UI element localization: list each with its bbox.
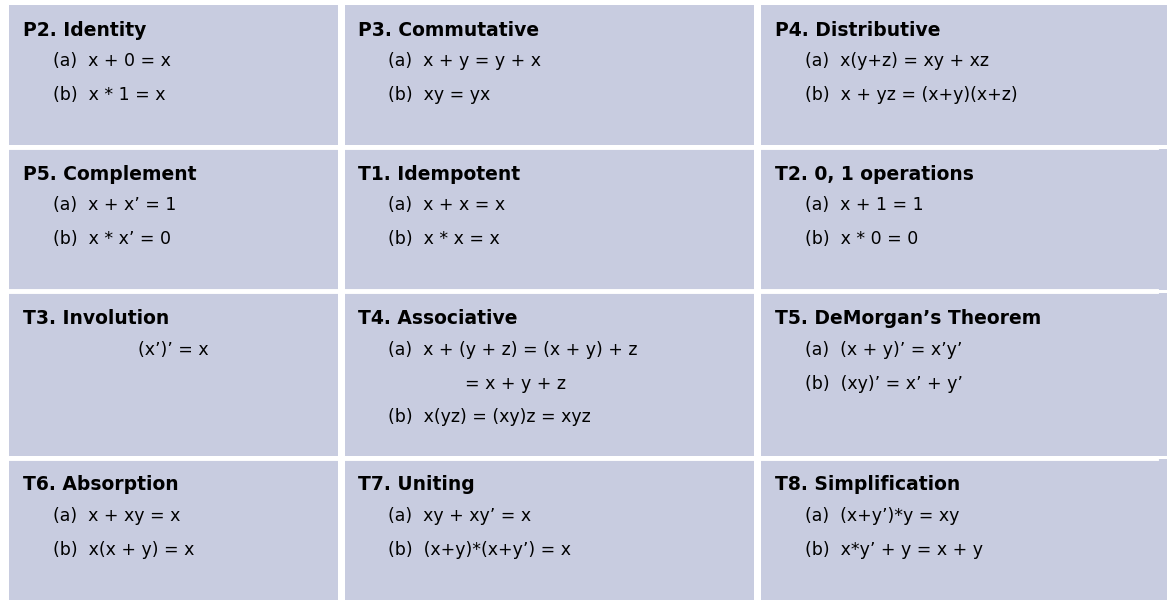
Bar [344,293,754,456]
Text: (a)  x(y+z) = xy + xz: (a) x(y+z) = xy + xz [805,52,988,70]
Bar [344,5,754,145]
Text: P2. Identity: P2. Identity [23,21,147,39]
Text: (b)  x * x = x: (b) x * x = x [389,230,501,248]
Text: (b)  (xy)’ = x’ + y’: (b) (xy)’ = x’ + y’ [805,375,963,393]
Text: (b)  (x+y)*(x+y’) = x: (b) (x+y)*(x+y’) = x [389,541,572,559]
Text: (b)  x * 1 = x: (b) x * 1 = x [54,86,166,104]
Text: P4. Distributive: P4. Distributive [775,21,941,39]
Text: (b)  x(x + y) = x: (b) x(x + y) = x [54,541,195,559]
Text: T4. Associative: T4. Associative [358,309,518,328]
Text: T7. Uniting: T7. Uniting [358,475,475,494]
Bar [9,149,337,290]
Text: (a)  x + (y + z) = (x + y) + z: (a) x + (y + z) = (x + y) + z [389,341,638,359]
Text: T2. 0, 1 operations: T2. 0, 1 operations [775,165,973,184]
Text: (a)  (x+y’)*y = xy: (a) (x+y’)*y = xy [805,507,959,525]
Text: T3. Involution: T3. Involution [23,309,169,328]
Bar [761,293,1167,456]
Text: (b)  x(yz) = (xy)z = xyz: (b) x(yz) = (xy)z = xyz [389,408,592,427]
Bar [761,149,1167,290]
Text: (b)  x + yz = (x+y)(x+z): (b) x + yz = (x+y)(x+z) [805,86,1018,104]
Text: (a)  x + x = x: (a) x + x = x [389,196,505,215]
Bar [9,5,337,145]
Bar [9,293,337,456]
Text: T6. Absorption: T6. Absorption [23,475,179,494]
Text: T1. Idempotent: T1. Idempotent [358,165,520,184]
Text: (a)  x + x’ = 1: (a) x + x’ = 1 [54,196,176,215]
Text: P3. Commutative: P3. Commutative [358,21,539,39]
Text: (a)  x + 1 = 1: (a) x + 1 = 1 [805,196,923,215]
Text: = x + y + z: = x + y + z [389,375,566,393]
Text: (a)  x + y = y + x: (a) x + y = y + x [389,52,541,70]
Text: (a)  (x + y)’ = x’y’: (a) (x + y)’ = x’y’ [805,341,962,359]
Text: (a)  x + 0 = x: (a) x + 0 = x [54,52,172,70]
Text: (b)  x * x’ = 0: (b) x * x’ = 0 [54,230,172,248]
Bar [344,149,754,290]
Bar [9,459,337,600]
Text: (a)  xy + xy’ = x: (a) xy + xy’ = x [389,507,532,525]
Text: (x’)’ = x: (x’)’ = x [138,341,209,359]
Bar [344,459,754,600]
Text: P5. Complement: P5. Complement [23,165,196,184]
Text: T8. Simplification: T8. Simplification [775,475,960,494]
Text: (a)  x + xy = x: (a) x + xy = x [54,507,181,525]
Text: T5. DeMorgan’s Theorem: T5. DeMorgan’s Theorem [775,309,1041,328]
Bar [761,5,1167,145]
Text: (b)  x*y’ + y = x + y: (b) x*y’ + y = x + y [805,541,983,559]
Text: (b)  x * 0 = 0: (b) x * 0 = 0 [805,230,918,248]
Text: (b)  xy = yx: (b) xy = yx [389,86,490,104]
Bar [761,459,1167,600]
